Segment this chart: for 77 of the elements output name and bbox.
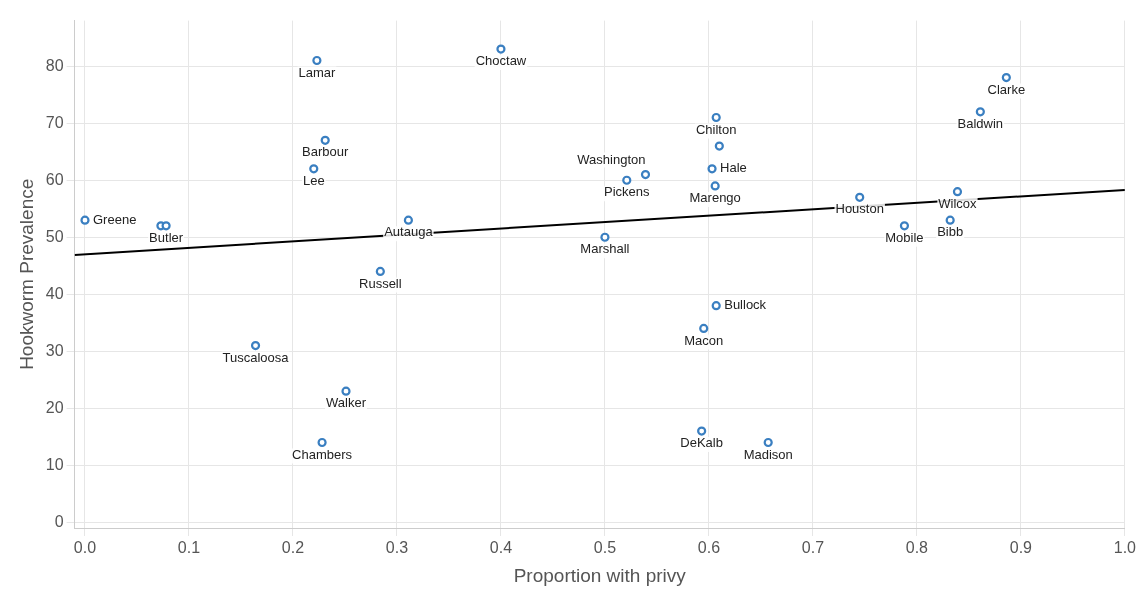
annotation: Lee <box>302 172 325 188</box>
x-tick-label: 0.3 <box>385 539 409 557</box>
point <box>161 221 171 231</box>
x-tick-label: 0.5 <box>593 539 617 557</box>
point <box>763 437 773 448</box>
point <box>714 141 724 151</box>
annotation: Lamar <box>298 64 336 80</box>
point <box>250 340 261 351</box>
x-tick-label: 0.4 <box>489 539 513 557</box>
point <box>375 266 385 277</box>
y-tick-label: 40 <box>45 284 64 302</box>
annotation: Tuscaloosa <box>222 349 290 365</box>
y-tick-label: 60 <box>45 170 64 188</box>
point <box>496 44 506 54</box>
y-axis-title: Hookworm Prevalence <box>15 178 37 370</box>
point <box>711 301 721 311</box>
y-tick-label: 70 <box>45 113 64 131</box>
point <box>710 181 720 191</box>
point <box>312 55 322 66</box>
annotation: Chambers <box>292 446 353 462</box>
point <box>309 164 319 174</box>
point <box>317 437 327 448</box>
annotation: Russell <box>359 275 402 291</box>
annotation: Pickens <box>604 184 651 200</box>
y-tick-label: 30 <box>45 341 64 359</box>
annotation: Bibb <box>937 224 964 240</box>
annotation: Houston <box>835 201 884 217</box>
point <box>855 192 865 202</box>
y-tick-label: 10 <box>45 455 64 473</box>
x-tick-label: 0.0 <box>73 539 97 557</box>
y-tick-label: 50 <box>45 227 64 245</box>
y-tick-label: 20 <box>45 398 64 416</box>
annotation: Autauga <box>384 224 434 240</box>
point <box>640 169 651 180</box>
annotation: Chilton <box>695 121 737 137</box>
x-tick-label: 0.1 <box>177 539 201 557</box>
point <box>80 215 90 225</box>
annotation: Mobile <box>885 229 924 245</box>
point <box>320 135 330 145</box>
point <box>707 164 717 174</box>
x-axis-title: Proportion with privy <box>513 564 687 586</box>
x-tick-label: 0.2 <box>281 539 305 557</box>
point <box>1001 73 1011 83</box>
x-tick-label: 0.7 <box>801 539 825 557</box>
annotation: Washington <box>577 151 646 167</box>
y-tick-label: 80 <box>45 56 64 74</box>
annotation: Marengo <box>689 190 741 206</box>
point <box>622 175 632 185</box>
annotation: Choctaw <box>475 53 527 69</box>
x-tick-label: 0.8 <box>905 539 929 557</box>
point <box>899 221 910 231</box>
annotation: Hale <box>720 160 747 176</box>
point <box>403 215 413 225</box>
point <box>945 215 955 225</box>
annotation: Bullock <box>724 297 767 313</box>
x-tick-label: 1.0 <box>1113 539 1137 557</box>
y-tick-label: 0 <box>54 512 64 530</box>
annotation: Clarke <box>987 81 1026 97</box>
annotation: Greene <box>93 211 137 227</box>
annotation: Madison <box>743 446 793 462</box>
annotation: Butler <box>149 229 184 245</box>
point <box>699 323 709 334</box>
x-tick-label: 0.9 <box>1009 539 1033 557</box>
annotation: Barbour <box>302 144 349 160</box>
point <box>711 112 721 123</box>
annotation: Marshall <box>580 241 630 257</box>
point <box>975 107 985 117</box>
point <box>697 426 707 436</box>
annotation: Walker <box>326 395 367 411</box>
annotation: Baldwin <box>957 115 1004 131</box>
x-tick-label: 0.6 <box>697 539 721 557</box>
annotation: Wilcox <box>938 195 978 211</box>
annotation: DeKalb <box>680 435 723 451</box>
point <box>600 232 610 242</box>
point <box>341 386 351 396</box>
point <box>952 187 963 197</box>
annotation: Macon <box>684 332 724 348</box>
